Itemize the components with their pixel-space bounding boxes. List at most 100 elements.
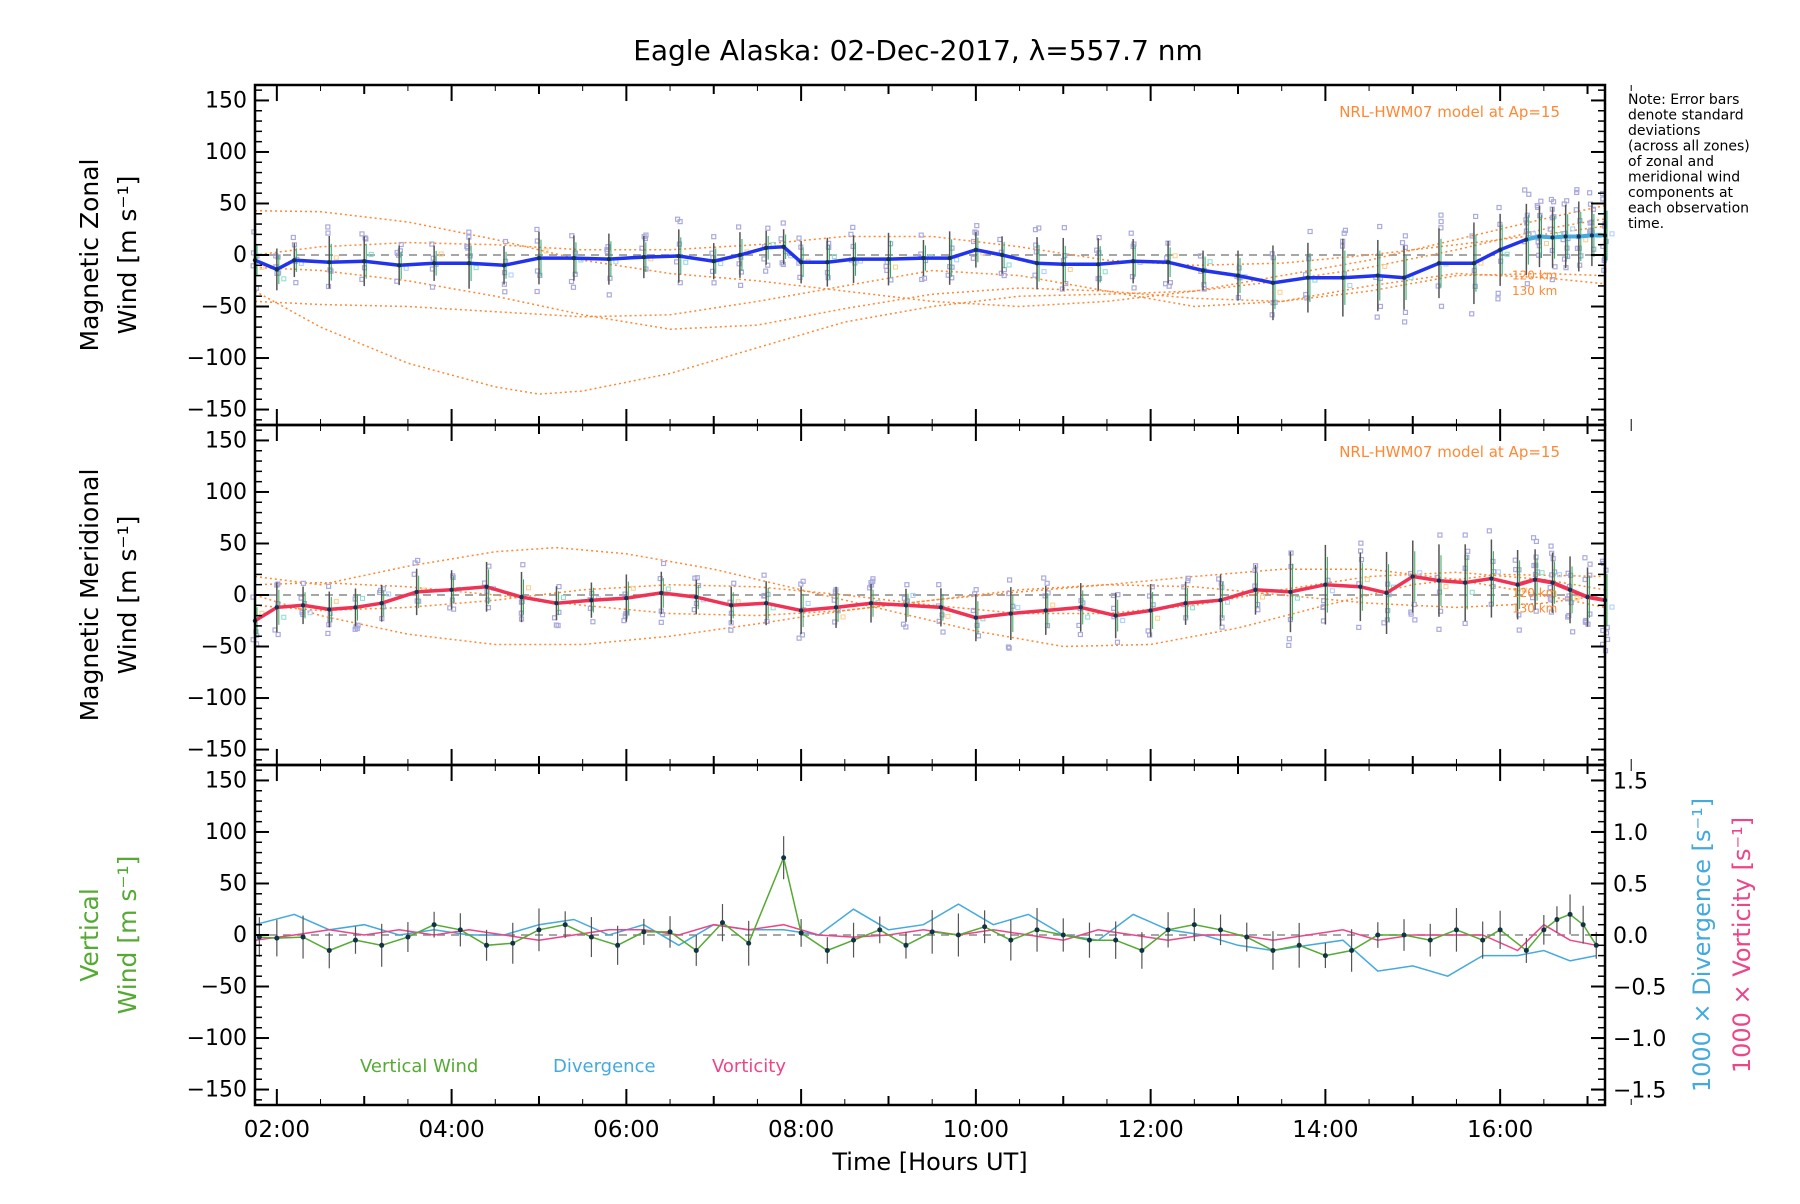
vertical-wind-point [781,855,787,861]
zone-sample [1131,285,1137,291]
zone-sample [1438,212,1444,218]
zone-sample [797,274,803,280]
zone-sample [1005,644,1012,650]
zone-sample [1036,225,1042,231]
zone-sample [1145,628,1151,634]
wind-point [431,261,437,266]
zone-sample [1255,607,1261,613]
wind-point [274,605,280,610]
zone-sample [1041,575,1047,581]
zone-sample [1486,528,1492,534]
zone-sample [970,255,976,261]
note-line: Note: Error bars [1628,92,1739,108]
zone-sample [1341,230,1347,236]
wind-point [1043,608,1048,613]
vertical-wind-point [1427,937,1433,943]
y-axis-label: Magnetic Zonal Wind [m s⁻¹] [75,159,142,352]
zone-sample [1381,620,1387,626]
zone-sample [709,268,716,274]
zone-sample [1364,577,1370,583]
y2-tick-label: −1.0 [1613,1027,1666,1052]
wind-point [1096,262,1101,267]
altitude-label-120: 120 km [1512,586,1557,600]
zone-sample [1566,612,1572,619]
wind-point [327,607,332,612]
zone-sample [290,234,296,241]
y2-axis-label-vorticity: 1000 × Vorticity [s⁻¹] [1728,817,1756,1073]
wind-point [1358,584,1363,589]
model-label: NRL-HWM07 model at Ap=15 [1339,443,1560,461]
zone-sample [1219,624,1225,630]
vertical-wind-point [1034,927,1040,933]
zone-sample [1006,577,1013,583]
zone-sample [1067,267,1073,273]
zone-sample [825,244,832,250]
note-line: of zonal and [1628,154,1714,170]
y2-tick-label: 0.5 [1613,872,1648,897]
wind-point [1436,578,1442,583]
y-axis-label-line2: Wind [m s⁻¹] [113,856,142,1015]
zone-sample [486,563,492,569]
altitude-label-130: 130 km [1512,602,1557,616]
note-line: components at [1628,185,1734,201]
zone-sample [1435,283,1441,289]
zone-sample [281,614,287,620]
wind-point [571,255,577,261]
zone-sample [1561,256,1568,262]
zone-sample [1128,230,1134,236]
zone-sample [796,235,802,241]
wind-point [1515,582,1520,587]
zone-sample [275,581,281,587]
wind-point [1524,237,1529,242]
zone-sample [1277,289,1283,295]
zone-sample [1050,602,1056,608]
zone-sample [1269,312,1275,318]
zone-sample [1402,309,1409,316]
zone-sample [974,622,980,628]
vertical-wind-point [1322,953,1328,959]
meridional-wind-late-line [1517,577,1606,603]
zone-sample [1120,618,1126,624]
y-tick-label: −150 [187,1078,247,1103]
zone-sample [429,241,435,247]
y-axis-label: Magnetic Meridional Wind [m s⁻¹] [75,469,142,722]
zone-sample [1469,311,1475,317]
wind-point [274,267,280,272]
y-axis-label-line1: Vertical [75,888,104,982]
zone-sample [1207,259,1213,265]
vertical-wind-point [1401,932,1407,938]
vertical-wind-point [667,929,673,935]
zone-sample [972,591,978,597]
zone-sample [1044,580,1050,586]
zone-sample [359,595,365,601]
wind-point [1034,261,1040,266]
vertical-wind-point [1113,937,1119,943]
zone-sample [1462,620,1468,627]
y-tick-label: −100 [187,346,247,371]
zone-sample [1539,570,1545,576]
zone-sample [570,284,577,290]
zone-sample [326,583,332,589]
wind-point [300,603,306,608]
wind-point [781,244,786,249]
zone-sample [1015,605,1021,611]
zone-sample [711,280,717,286]
zone-sample [281,276,287,282]
wind-point [1218,597,1223,603]
zone-sample [606,292,612,298]
zone-sample [799,632,806,638]
vertical-wind-point [929,929,935,935]
zone-sample [1533,608,1539,614]
wind-point [353,605,358,610]
zone-sample [728,627,734,633]
vertical-wind-point [1244,934,1250,940]
zone-sample [778,236,784,242]
zone-sample [1077,631,1083,638]
wind-point [1200,268,1206,273]
zone-sample [1462,532,1468,538]
zone-sample [1385,581,1391,587]
zone-sample [643,232,649,238]
zone-sample [412,560,418,566]
zone-sample [737,282,744,288]
